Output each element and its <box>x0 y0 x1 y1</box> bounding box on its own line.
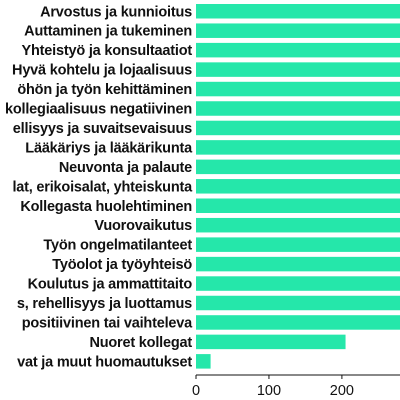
bar-9 <box>196 179 400 194</box>
bar-16 <box>196 315 400 330</box>
bar-10 <box>196 198 400 213</box>
bar-6 <box>196 120 400 136</box>
category-label-17: Nuoret kollegat <box>89 335 192 351</box>
bar-8 <box>196 159 400 175</box>
category-label-7: Lääkäriys ja lääkärikunta <box>25 140 193 156</box>
x-tick-label-0: 0 <box>192 383 200 399</box>
bar-4 <box>196 81 400 97</box>
bar-1 <box>196 23 400 38</box>
category-label-3: Hyvä kohtelu ja lojaalisuus <box>12 63 192 79</box>
category-label-4: öhön ja työn kehittäminen <box>17 82 192 98</box>
category-label-13: Työolot ja työyhteisö <box>52 257 192 273</box>
x-axis-ticks-group: 0100200300400500 <box>192 375 354 399</box>
category-label-10: Kollegasta huolehtiminen <box>20 199 192 215</box>
x-tick-label-1: 100 <box>257 383 281 399</box>
x-tick-label-2: 200 <box>330 383 354 399</box>
bar-15 <box>196 295 400 311</box>
category-label-8: Neuvonta ja palaute <box>59 160 192 176</box>
bar-0 <box>196 4 400 19</box>
category-label-1: Auttaminen ja tukeminen <box>24 24 192 40</box>
category-label-9: lat, erikoisalat, yhteiskunta <box>12 179 193 195</box>
category-label-16: positiivinen tai vaihteleva <box>22 315 193 331</box>
bar-5 <box>196 101 400 116</box>
category-label-6: ellisyys ja suvaitsevaisuus <box>13 121 192 137</box>
category-label-14: Koulutus ja ammattitaito <box>28 277 193 293</box>
bar-12 <box>196 237 400 252</box>
category-labels-group: Arvostus ja kunnioitus Auttaminen ja tuke… <box>5 4 193 370</box>
category-label-0: Arvostus ja kunnioitus <box>40 4 192 20</box>
category-label-18: vat ja muut huomautukset <box>17 354 192 370</box>
category-label-12: Työn ongelmatilanteet <box>43 238 192 254</box>
category-label-15: s, rehellisyys ja luottamus <box>17 296 192 312</box>
bar-2 <box>196 42 400 58</box>
bar-14 <box>196 276 400 291</box>
bars-group <box>196 4 400 369</box>
category-label-11: Vuorovaikutus <box>94 218 192 234</box>
bar-18 <box>196 354 211 369</box>
bar-11 <box>196 217 400 233</box>
bar-3 <box>196 62 400 77</box>
category-label-2: Yhteistyö ja konsultaatiot <box>22 43 193 59</box>
bar-13 <box>196 256 400 272</box>
category-label-5: kollegiaalisuus negatiivinen <box>5 102 192 118</box>
bar-7 <box>196 140 400 155</box>
bar-17 <box>196 334 346 350</box>
